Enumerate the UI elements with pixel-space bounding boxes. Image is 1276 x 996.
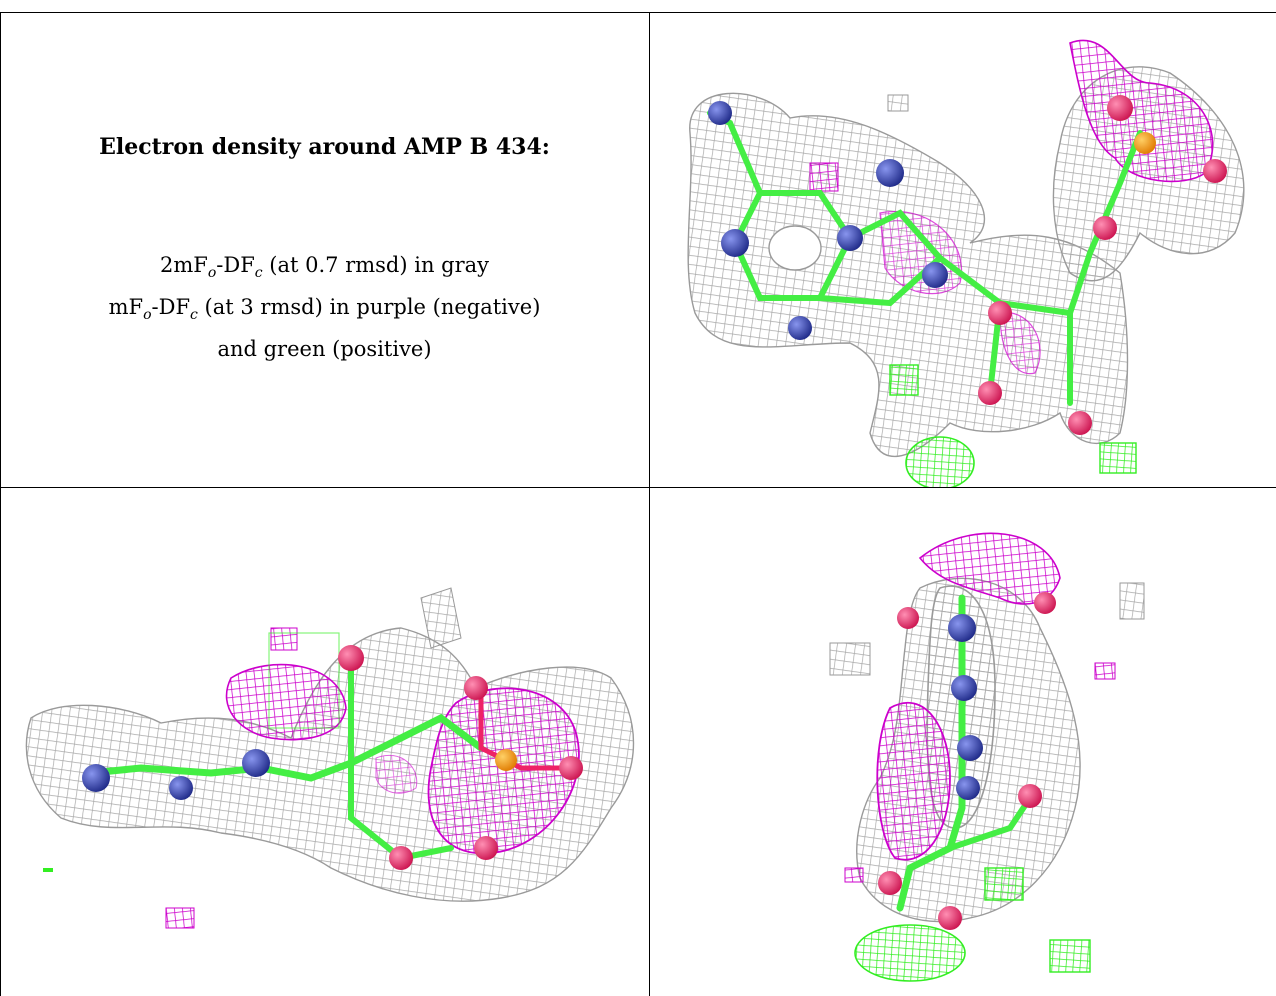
density-negative [165,627,580,929]
density-negative [844,532,1116,883]
figure-grid: Electron density around AMP B 434: 2mFo-… [0,12,1276,996]
divider-horizontal [0,487,1276,488]
caption-title: Electron density around AMP B 434: [99,134,550,160]
view-panel-bottom-right [650,488,1276,996]
border-left [0,12,1,996]
caption-line-fofc: mFo-DFc (at 3 rmsd) in purple (negative) [108,295,541,324]
divider-vertical [649,12,650,996]
caption-line-positive: and green (positive) [217,337,432,362]
caption-line-2fofc: 2mFo-DFc (at 0.7 rmsd) in gray [159,253,490,282]
caption-cell: Electron density around AMP B 434: 2mFo-… [0,12,649,487]
density-positive [854,867,1091,982]
density-positive [889,364,1137,487]
atoms [878,592,1056,930]
caption-body: 2mFo-DFc (at 0.7 rmsd) in gray mFo-DFc (… [0,248,649,366]
atoms [708,95,1227,435]
border-top [0,12,1276,13]
view-panel-bottom-left [1,488,649,996]
atoms [82,645,583,870]
density-positive [43,632,340,872]
view-panel-top-right [650,13,1276,487]
